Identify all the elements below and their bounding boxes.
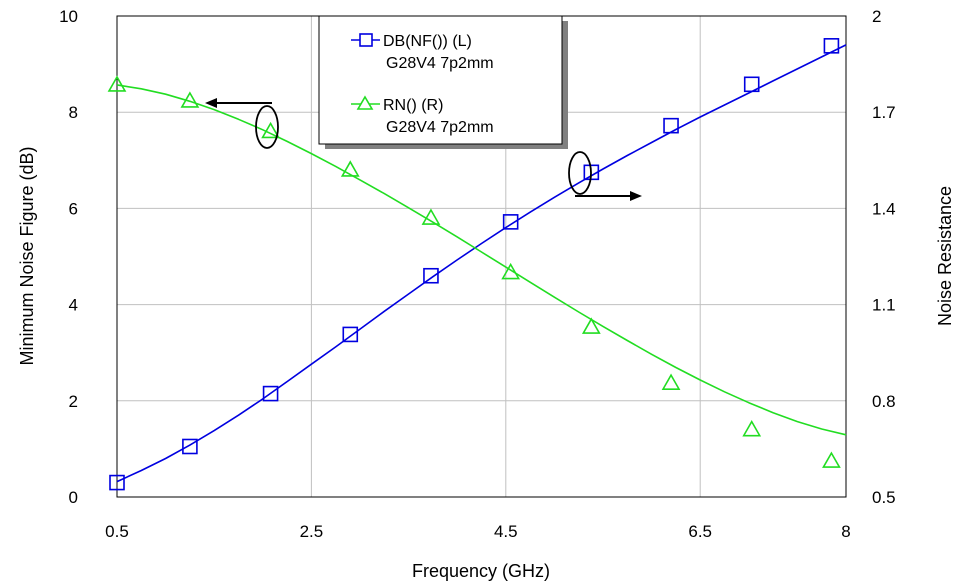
marker-square: [109, 474, 125, 491]
annotation-arrowhead-left: [205, 98, 217, 108]
marker-square: [342, 326, 359, 343]
y-right-tick-label: 1.7: [872, 103, 896, 122]
marker-triangle: [421, 208, 441, 225]
legend-label-rn: RN() (R): [383, 97, 443, 114]
marker-triangle: [180, 91, 200, 108]
y-right-tick-label: 1.4: [872, 199, 896, 218]
marker-square: [502, 214, 519, 230]
y-left-tick-label: 0: [69, 488, 78, 507]
y-right-tick-label: 0.8: [872, 392, 896, 411]
series-line-0: [116, 44, 847, 483]
y-left-tick-label: 8: [69, 103, 78, 122]
marker-triangle: [742, 420, 762, 437]
marker-square: [182, 438, 198, 455]
y-left-tick-label: 2: [69, 392, 78, 411]
legend-marker-rn: [356, 95, 374, 110]
marker-triangle: [822, 451, 841, 468]
y-right-tick-label: 2: [872, 7, 881, 26]
annotation-left-axis: [205, 98, 279, 149]
annotation-right-axis: [568, 151, 642, 201]
marker-square: [743, 76, 760, 93]
annotation-ellipse-rn: [255, 105, 279, 149]
legend-label-nf-device: G28V4 7p2mm: [386, 55, 494, 72]
marker-square: [262, 385, 279, 402]
y-right-tick-label: 0.5: [872, 488, 896, 507]
legend-label-nf: DB(NF()) (L): [383, 33, 472, 50]
marker-square: [663, 117, 679, 134]
tick-labels: 0.5 2.5 4.5 6.5 8 0 2 4 6 8 10 0.5 0.8 1.1 1.4 1.7 2: [59, 7, 896, 541]
marker-square: [823, 38, 840, 54]
marker-triangle: [261, 121, 280, 139]
series-lines: [116, 44, 847, 483]
annotation-ellipse-nf: [568, 151, 592, 195]
marker-triangle: [107, 75, 127, 92]
x-tick-label: 2.5: [300, 522, 324, 541]
y-axis-right-title: Noise Resistance: [935, 186, 954, 326]
x-tick-label: 4.5: [494, 522, 518, 541]
marker-triangle: [661, 373, 681, 390]
y-left-tick-label: 6: [69, 199, 78, 218]
marker-triangle: [501, 262, 521, 280]
y-left-tick-label: 10: [59, 7, 78, 26]
y-right-tick-label: 1.1: [872, 296, 896, 315]
legend-label-rn-device: G28V4 7p2mm: [386, 119, 494, 136]
y-axis-left-title: Minimum Noise Figure (dB): [17, 146, 37, 365]
legend: DB(NF()) (L) G28V4 7p2mm RN() (R) G28V4 …: [318, 15, 568, 149]
y-left-tick-label: 4: [69, 296, 78, 315]
marker-triangle: [581, 317, 601, 334]
x-tick-label: 6.5: [688, 522, 712, 541]
series-markers: [107, 38, 841, 491]
legend-marker-nf: [359, 33, 373, 47]
x-tick-label: 0.5: [105, 522, 129, 541]
annotation-arrowhead-right: [630, 191, 642, 201]
x-axis-title: Frequency (GHz): [412, 561, 550, 581]
series-line-1: [116, 84, 847, 436]
x-tick-label: 8: [841, 522, 850, 541]
marker-square: [423, 267, 439, 284]
marker-triangle: [340, 160, 360, 177]
